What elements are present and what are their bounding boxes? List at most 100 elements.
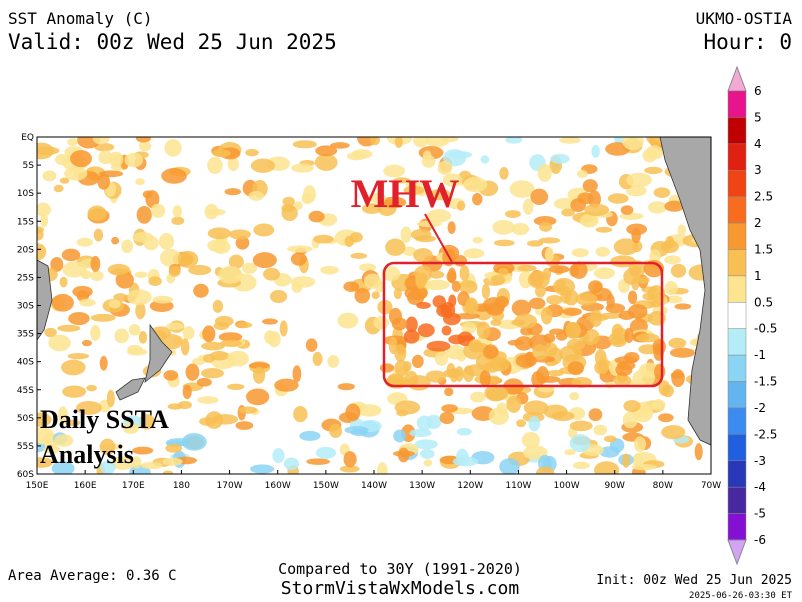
- anomaly-patch: [207, 156, 223, 175]
- anomaly-patch: [37, 146, 60, 155]
- anomaly-patch: [165, 443, 183, 453]
- anomaly-patch: [262, 318, 278, 325]
- anomaly-patch: [354, 287, 371, 304]
- colorbar-box: [727, 169, 747, 197]
- anomaly-patch: [632, 369, 655, 388]
- anomaly-field: [37, 137, 711, 474]
- anomaly-patch: [561, 208, 575, 217]
- anomaly-patch: [414, 439, 438, 450]
- anomaly-patch: [394, 344, 407, 363]
- anomaly-patch: [416, 220, 443, 228]
- colorbar-box: [727, 90, 747, 118]
- anomaly-patch: [451, 280, 461, 292]
- colorbar-label: 3: [754, 163, 762, 177]
- anomaly-patch: [627, 290, 638, 305]
- colorbar-label: 2.5: [754, 190, 773, 204]
- colorbar-box: [727, 196, 747, 224]
- anomaly-patch: [593, 267, 616, 280]
- anomaly-patch: [461, 322, 477, 334]
- anomaly-patch: [305, 338, 318, 352]
- anomaly-patch: [228, 254, 244, 269]
- colorbar-box: [727, 434, 747, 462]
- anomaly-patch: [630, 266, 642, 275]
- anomaly-patch: [269, 289, 288, 304]
- anomaly-patch: [107, 263, 130, 276]
- anomaly-patch: [425, 137, 450, 147]
- colorbar-box: [727, 486, 747, 514]
- anomaly-patch: [163, 370, 179, 381]
- anomaly-patch: [633, 453, 644, 463]
- lat-label: 15S: [17, 217, 34, 227]
- anomaly-patch: [359, 263, 377, 272]
- anomaly-patch: [620, 205, 634, 215]
- anomaly-patch: [645, 145, 664, 160]
- anomaly-patch: [459, 264, 470, 282]
- anomaly-patch: [424, 279, 450, 291]
- anomaly-patch: [51, 293, 74, 312]
- anomaly-patch: [128, 324, 141, 336]
- anomaly-patch: [403, 185, 425, 196]
- anomaly-patch: [110, 456, 136, 470]
- colorbar-box: [727, 460, 747, 488]
- anomaly-patch: [611, 327, 629, 345]
- anomaly-patch: [434, 351, 449, 366]
- anomaly-patch: [511, 222, 530, 236]
- lon-label: 150E: [26, 481, 49, 491]
- anomaly-patch: [224, 188, 242, 196]
- anomaly-patch: [99, 438, 116, 456]
- anomaly-patch: [162, 470, 174, 474]
- anomaly-patch: [347, 151, 366, 161]
- anomaly-patch: [593, 424, 608, 436]
- anomaly-patch: [535, 466, 555, 474]
- anomaly-patch: [425, 370, 447, 383]
- anomaly-patch: [411, 354, 424, 369]
- area-average: Area Average: 0.36 C: [8, 568, 177, 584]
- anomaly-patch: [393, 177, 411, 184]
- anomaly-patch: [594, 461, 620, 474]
- anomaly-patch: [636, 276, 650, 284]
- anomaly-patch: [37, 426, 54, 445]
- anomaly-patch: [468, 339, 483, 353]
- lat-label: 25S: [17, 273, 34, 283]
- anomaly-patch: [437, 160, 453, 175]
- anomaly-patch: [220, 339, 243, 347]
- anomaly-patch: [114, 328, 130, 344]
- anomaly-patch: [569, 264, 579, 278]
- anomaly-patch: [376, 462, 388, 474]
- anomaly-patch: [161, 168, 187, 184]
- anomaly-patch: [235, 421, 254, 430]
- anomaly-patch: [344, 426, 369, 435]
- anomaly-patch: [420, 448, 435, 459]
- anomaly-patch: [345, 403, 361, 422]
- analysis-label: Analysis: [40, 440, 134, 469]
- anomaly-patch: [246, 388, 270, 406]
- anomaly-patch: [595, 226, 613, 233]
- anomaly-patch: [441, 404, 458, 413]
- anomaly-patch: [528, 297, 546, 310]
- anomaly-patch: [37, 202, 52, 217]
- anomaly-patch: [227, 156, 239, 172]
- anomaly-patch: [694, 443, 703, 461]
- anomaly-patch: [613, 238, 639, 256]
- anomaly-patch: [291, 163, 314, 173]
- anomaly-patch: [428, 270, 445, 279]
- anomaly-patch: [253, 223, 275, 237]
- anomaly-patch: [582, 179, 598, 193]
- anomaly-patch: [327, 355, 340, 368]
- anomaly-patch: [575, 292, 598, 306]
- anomaly-patch: [610, 255, 636, 268]
- colorbar-label: 5: [754, 110, 762, 124]
- anomaly-patch: [410, 228, 432, 241]
- anomaly-patch: [648, 201, 668, 214]
- anomaly-patch: [140, 461, 163, 470]
- anomaly-patch: [644, 166, 663, 175]
- anomaly-patch: [218, 265, 243, 284]
- anomaly-patch: [571, 248, 589, 258]
- anomaly-patch: [122, 422, 140, 434]
- anomaly-patch: [626, 172, 652, 188]
- colorbar-label: -1: [754, 348, 766, 362]
- colorbar-box: [727, 249, 747, 277]
- anomaly-patch: [37, 243, 47, 261]
- anomaly-patch: [623, 399, 641, 413]
- anomaly-patch: [515, 354, 537, 368]
